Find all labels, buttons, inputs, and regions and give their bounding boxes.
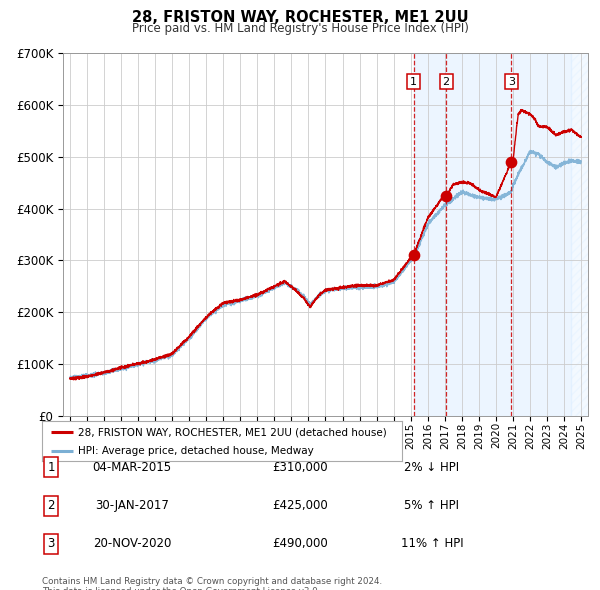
Bar <box>571 53 592 416</box>
Text: 1: 1 <box>47 461 55 474</box>
Text: 3: 3 <box>508 77 515 87</box>
Point <box>506 158 516 167</box>
Text: 2: 2 <box>47 499 55 512</box>
Text: 1: 1 <box>410 77 417 87</box>
Text: £490,000: £490,000 <box>272 537 328 550</box>
Text: 5% ↑ HPI: 5% ↑ HPI <box>404 499 460 512</box>
Point <box>409 251 418 260</box>
Text: 28, FRISTON WAY, ROCHESTER, ME1 2UU (detached house): 28, FRISTON WAY, ROCHESTER, ME1 2UU (det… <box>78 428 387 438</box>
Text: HPI: Average price, detached house, Medway: HPI: Average price, detached house, Medw… <box>78 447 314 456</box>
Text: 04-MAR-2015: 04-MAR-2015 <box>92 461 172 474</box>
Point <box>442 191 451 201</box>
Text: Contains HM Land Registry data © Crown copyright and database right 2024.
This d: Contains HM Land Registry data © Crown c… <box>42 577 382 590</box>
Text: 28, FRISTON WAY, ROCHESTER, ME1 2UU: 28, FRISTON WAY, ROCHESTER, ME1 2UU <box>131 10 469 25</box>
Bar <box>413 53 571 416</box>
Text: Price paid vs. HM Land Registry's House Price Index (HPI): Price paid vs. HM Land Registry's House … <box>131 22 469 35</box>
Text: £425,000: £425,000 <box>272 499 328 512</box>
Text: 2: 2 <box>443 77 450 87</box>
Text: 2% ↓ HPI: 2% ↓ HPI <box>404 461 460 474</box>
Text: 3: 3 <box>47 537 55 550</box>
Text: £310,000: £310,000 <box>272 461 328 474</box>
Text: 11% ↑ HPI: 11% ↑ HPI <box>401 537 463 550</box>
Text: 30-JAN-2017: 30-JAN-2017 <box>95 499 169 512</box>
Text: 20-NOV-2020: 20-NOV-2020 <box>93 537 171 550</box>
